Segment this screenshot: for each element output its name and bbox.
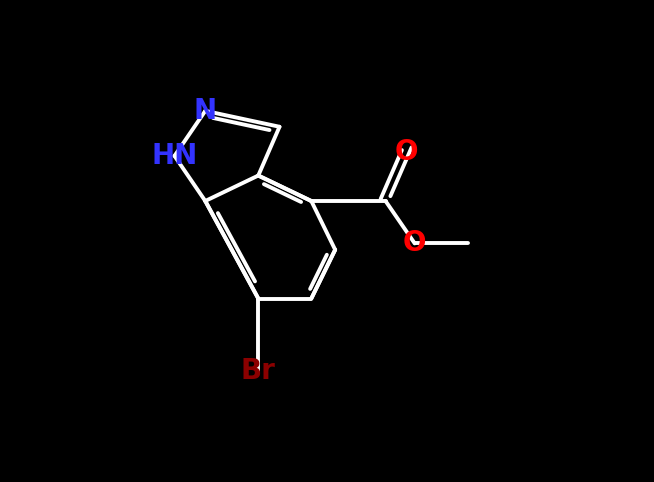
Text: O: O: [395, 138, 419, 166]
Text: N: N: [194, 97, 217, 125]
Text: HN: HN: [151, 142, 198, 170]
Text: O: O: [403, 229, 426, 257]
Text: Br: Br: [241, 357, 276, 385]
